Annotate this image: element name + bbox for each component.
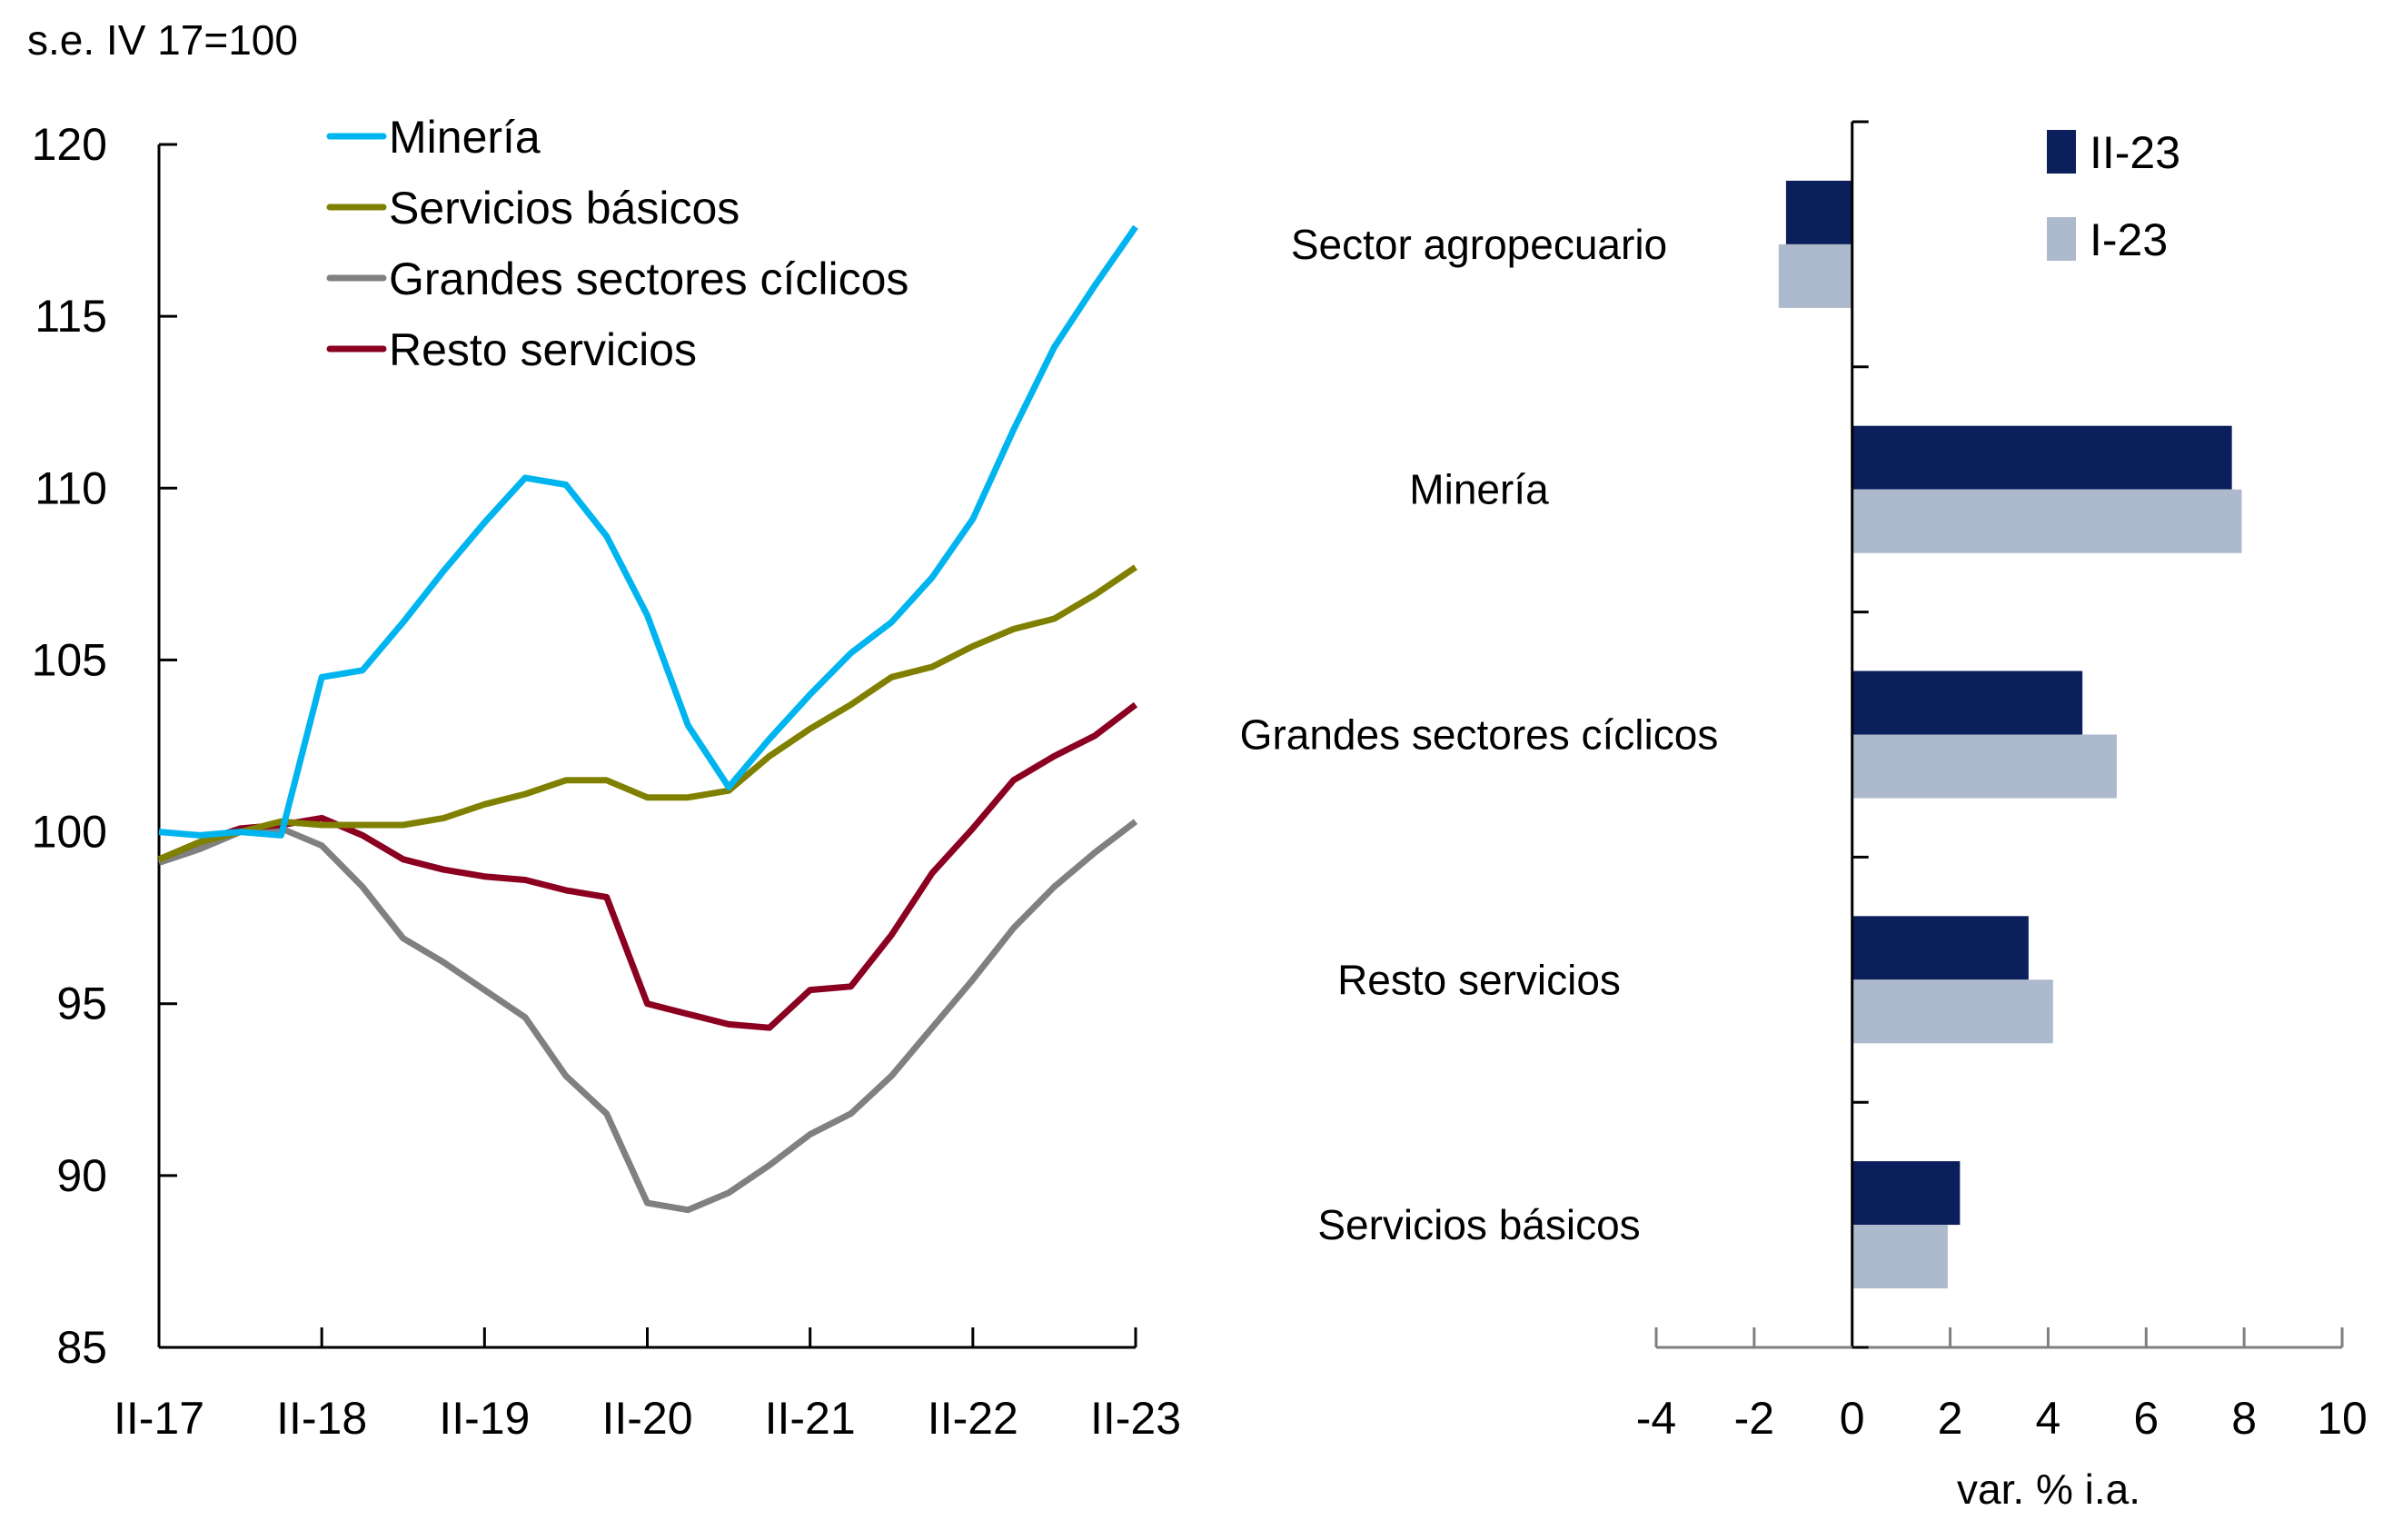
legend-label-resto-servicios: Resto servicios: [389, 324, 697, 375]
line-series-grandes-sectores-ciclicos: [157, 819, 1138, 1214]
y-tick-label: 85: [56, 1322, 107, 1373]
x-tick-label: 2: [1938, 1393, 1963, 1444]
x-tick-label: 10: [2317, 1393, 2368, 1444]
x-tick-label: II-19: [439, 1393, 530, 1444]
bar-sector-agropecuario-i-23: [1778, 243, 1852, 308]
y-tick-label: 95: [56, 979, 107, 1029]
bar-servicios-basicos-ii-23: [1852, 1161, 1961, 1226]
legend-label-ii-23: II-23: [2090, 127, 2180, 178]
bar-series-group: [1778, 180, 2242, 1289]
bar-servicios-basicos-i-23: [1852, 1225, 1948, 1289]
y-tick-label: 110: [35, 462, 107, 513]
value-axis-ticks: -4 -2 0 2 4 6 8 10: [1636, 1327, 2368, 1444]
bar-sector-agropecuario-ii-23: [1785, 180, 1852, 244]
legend-swatch-ii-23: [2047, 130, 2076, 174]
category-label-mineria: Minería: [1409, 466, 1549, 513]
x-tick-label: 8: [2231, 1393, 2257, 1444]
x-tick-label: -4: [1636, 1393, 1676, 1444]
bar-resto-servicios-ii-23: [1852, 916, 2029, 980]
bar-legend: II-23 I-23: [2047, 127, 2180, 265]
units-label: s.e. IV 17=100: [27, 16, 298, 64]
category-label-servicios-basicos: Servicios básicos: [1317, 1201, 1640, 1248]
category-label-grandes-sectores-ciclicos: Grandes sectores cíclicos: [1240, 711, 1719, 759]
y-tick-label: 115: [35, 291, 107, 342]
bar-grandes-sectores-ciclicos-i-23: [1852, 734, 2117, 799]
bar-mineria-i-23: [1852, 489, 2242, 553]
category-label-resto-servicios: Resto servicios: [1337, 956, 1621, 1003]
x-axis-title: var. % i.a.: [1957, 1465, 2140, 1513]
x-tick-label: II-23: [1090, 1393, 1181, 1444]
line-series-servicios-basicos: [157, 564, 1137, 863]
bar-resto-servicios-i-23: [1852, 979, 2053, 1044]
bar-chart: -4 -2 0 2 4 6 8 10 Sector agropecuario Minería Gr…: [1240, 120, 2368, 1513]
x-axis-ticks: II-17 II-18 II-19 II-20 II-21 II-22 II-23: [114, 1327, 1181, 1444]
category-labels: Sector agropecuario Minería Grandes sector…: [1240, 221, 1719, 1248]
x-tick-label: 4: [2036, 1393, 2061, 1444]
legend-label-servicios-basicos: Servicios básicos: [389, 183, 740, 233]
category-label-sector-agropecuario: Sector agropecuario: [1291, 221, 1667, 268]
x-tick-label: II-21: [765, 1393, 856, 1444]
x-tick-label: II-17: [114, 1393, 204, 1444]
line-series-mineria: [158, 224, 1138, 839]
category-axis-ticks: [1852, 120, 1869, 1349]
line-legend: Minería Servicios básicos Grandes sectores…: [326, 112, 909, 375]
y-tick-label: 90: [56, 1150, 107, 1201]
x-tick-label: II-20: [601, 1393, 692, 1444]
y-tick-label: 120: [32, 119, 107, 170]
legend-swatch-i-23: [2047, 217, 2076, 261]
bar-mineria-ii-23: [1852, 425, 2232, 490]
x-tick-label: II-18: [276, 1393, 367, 1444]
x-tick-label: 0: [1840, 1393, 1865, 1444]
y-tick-label: 100: [32, 807, 107, 858]
x-tick-label: II-22: [928, 1393, 1018, 1444]
y-axis-ticks: 85 90 95 100 105 110 115 120: [32, 119, 177, 1373]
x-tick-label: -2: [1734, 1393, 1774, 1444]
legend-label-i-23: I-23: [2090, 214, 2168, 265]
x-tick-label: 6: [2133, 1393, 2159, 1444]
line-series-resto-servicios: [157, 701, 1138, 1031]
line-series-group: [157, 224, 1138, 1214]
legend-label-mineria: Minería: [389, 112, 541, 163]
bar-grandes-sectores-ciclicos-ii-23: [1852, 671, 2083, 735]
y-tick-label: 105: [32, 634, 107, 685]
line-chart: s.e. IV 17=100 85 90 95 100 105 110 115 120 II-…: [27, 16, 1181, 1444]
legend-label-grandes-sectores-ciclicos: Grandes sectores cíclicos: [389, 253, 909, 304]
